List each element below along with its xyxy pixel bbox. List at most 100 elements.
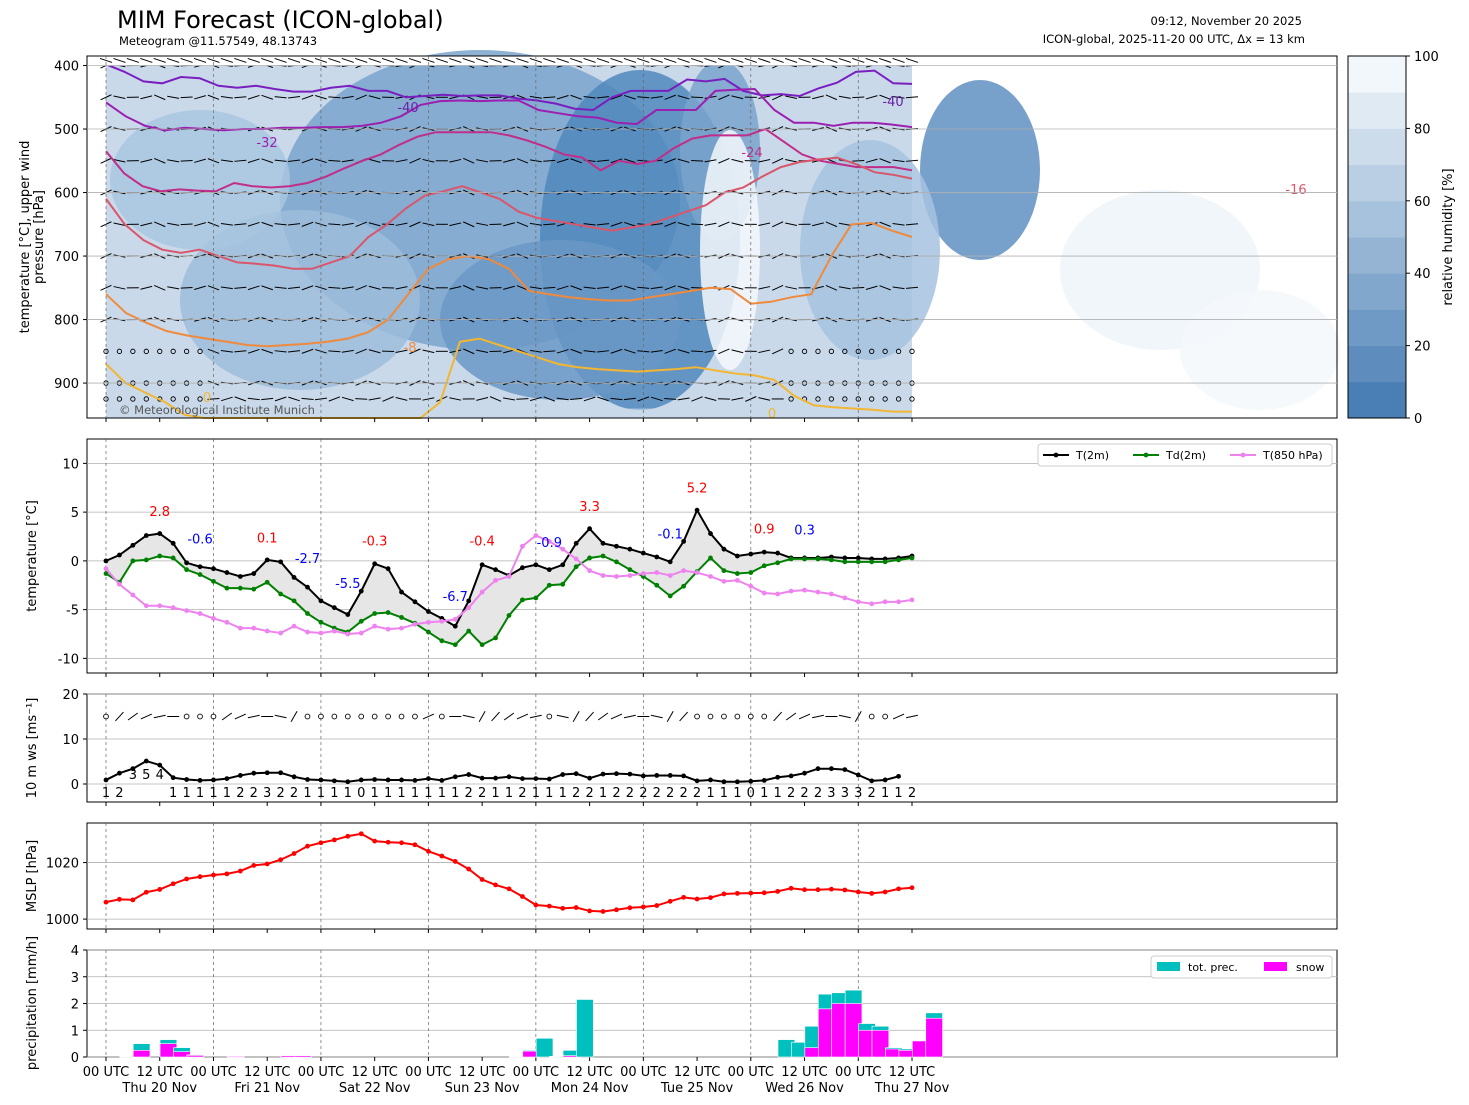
calm-marker <box>694 713 700 720</box>
data-point <box>775 560 781 566</box>
wind-barb <box>556 57 569 63</box>
speed-label: 3 <box>854 786 862 801</box>
wind-barb <box>355 221 367 228</box>
calm-marker <box>734 713 741 720</box>
wind-barb <box>341 396 354 402</box>
data-point <box>439 638 445 644</box>
data-point <box>103 558 109 564</box>
wind-barb <box>610 397 623 401</box>
wind-barb <box>261 221 274 227</box>
data-point <box>587 775 592 781</box>
wind-barb <box>355 348 367 355</box>
extreme-label: 3.3 <box>579 500 600 515</box>
y-axis-label: temperature [°C] <box>25 500 40 612</box>
data-point <box>264 861 270 867</box>
wind-barb <box>677 285 690 290</box>
calm-marker <box>170 348 176 354</box>
speed-label: 1 <box>438 786 446 801</box>
data-point <box>560 905 566 911</box>
wind-barb <box>718 94 730 101</box>
wind-barb <box>247 158 260 164</box>
mslp-panel: 1000 1020 MSLP [hPa] <box>25 822 1338 933</box>
data-point <box>278 770 284 776</box>
data-point <box>721 891 727 897</box>
wind-barb <box>704 159 717 163</box>
wind-barb <box>731 222 744 227</box>
wind-barb <box>516 285 529 291</box>
wind-barb <box>463 221 475 228</box>
data-point <box>224 871 230 877</box>
data-point <box>264 557 270 563</box>
wind-barb <box>476 95 489 99</box>
wind-barb <box>664 348 676 354</box>
data-point <box>399 840 404 846</box>
y-axis-label: MSLP [hPa] <box>25 840 40 912</box>
data-point <box>909 597 915 603</box>
data-point <box>345 612 351 617</box>
data-point <box>117 896 122 902</box>
wind-barb <box>502 57 516 63</box>
data-point <box>520 597 525 603</box>
wind-barb <box>341 222 354 226</box>
data-point <box>452 616 458 622</box>
data-point <box>546 538 552 544</box>
data-point <box>829 591 834 597</box>
wind-barb <box>677 349 690 354</box>
data-point <box>143 758 149 764</box>
wind-barb <box>247 397 260 401</box>
day-label: Fri 21 Nov <box>234 1081 300 1096</box>
wind-barb <box>261 348 274 354</box>
data-point <box>533 562 539 568</box>
data-point <box>197 611 203 616</box>
wind-barb <box>718 348 730 355</box>
wind-barb <box>314 57 328 63</box>
data-point <box>412 842 418 848</box>
wind-barb <box>677 158 690 163</box>
wind-barb <box>892 95 905 99</box>
data-point <box>506 574 512 579</box>
wind-barb <box>812 222 824 227</box>
data-point <box>802 770 807 776</box>
speed-label: 1 <box>102 786 110 801</box>
data-point <box>788 773 794 779</box>
data-point <box>775 591 781 597</box>
wind-barb <box>543 286 556 289</box>
wind-barb <box>274 159 287 162</box>
legend: T(2m) Td(2m) T(850 hPa) <box>1037 443 1333 467</box>
data-point <box>734 577 740 583</box>
wind-barb <box>301 397 314 400</box>
wind-barb <box>463 284 475 291</box>
data-point <box>426 848 431 854</box>
wind-barb <box>529 57 543 63</box>
calm-marker <box>183 713 190 720</box>
data-point <box>882 559 888 565</box>
panel-frame <box>86 822 1338 930</box>
wind-barb <box>664 285 676 291</box>
speed-label: 1 <box>706 786 714 801</box>
data-point <box>560 581 566 587</box>
wind-barb <box>395 159 408 163</box>
colorbar-step <box>1348 164 1406 202</box>
legend-box <box>1150 955 1333 979</box>
wind-barb <box>99 57 113 63</box>
wind-barb <box>462 714 475 719</box>
wind-barb <box>516 398 529 400</box>
data-point <box>855 555 861 561</box>
data-point <box>721 578 727 584</box>
y-tick-label: -5 <box>66 604 79 619</box>
wind-barb <box>597 396 609 402</box>
humidity-blob <box>180 210 420 390</box>
wind-barb <box>194 95 206 100</box>
data-point <box>640 550 646 556</box>
wind-barb <box>328 159 341 162</box>
speed-label: 1 <box>411 786 419 801</box>
wind-barb <box>570 397 583 400</box>
data-point <box>318 777 324 783</box>
data-point <box>493 635 498 641</box>
data-point <box>197 572 203 577</box>
wind-barb <box>906 714 918 719</box>
wind-barb <box>328 223 341 226</box>
wind-barb <box>355 57 368 63</box>
precip-panel: 0 1 2 3 4 precipitation [mm/h] tot. prec. snow <box>25 936 1338 1070</box>
